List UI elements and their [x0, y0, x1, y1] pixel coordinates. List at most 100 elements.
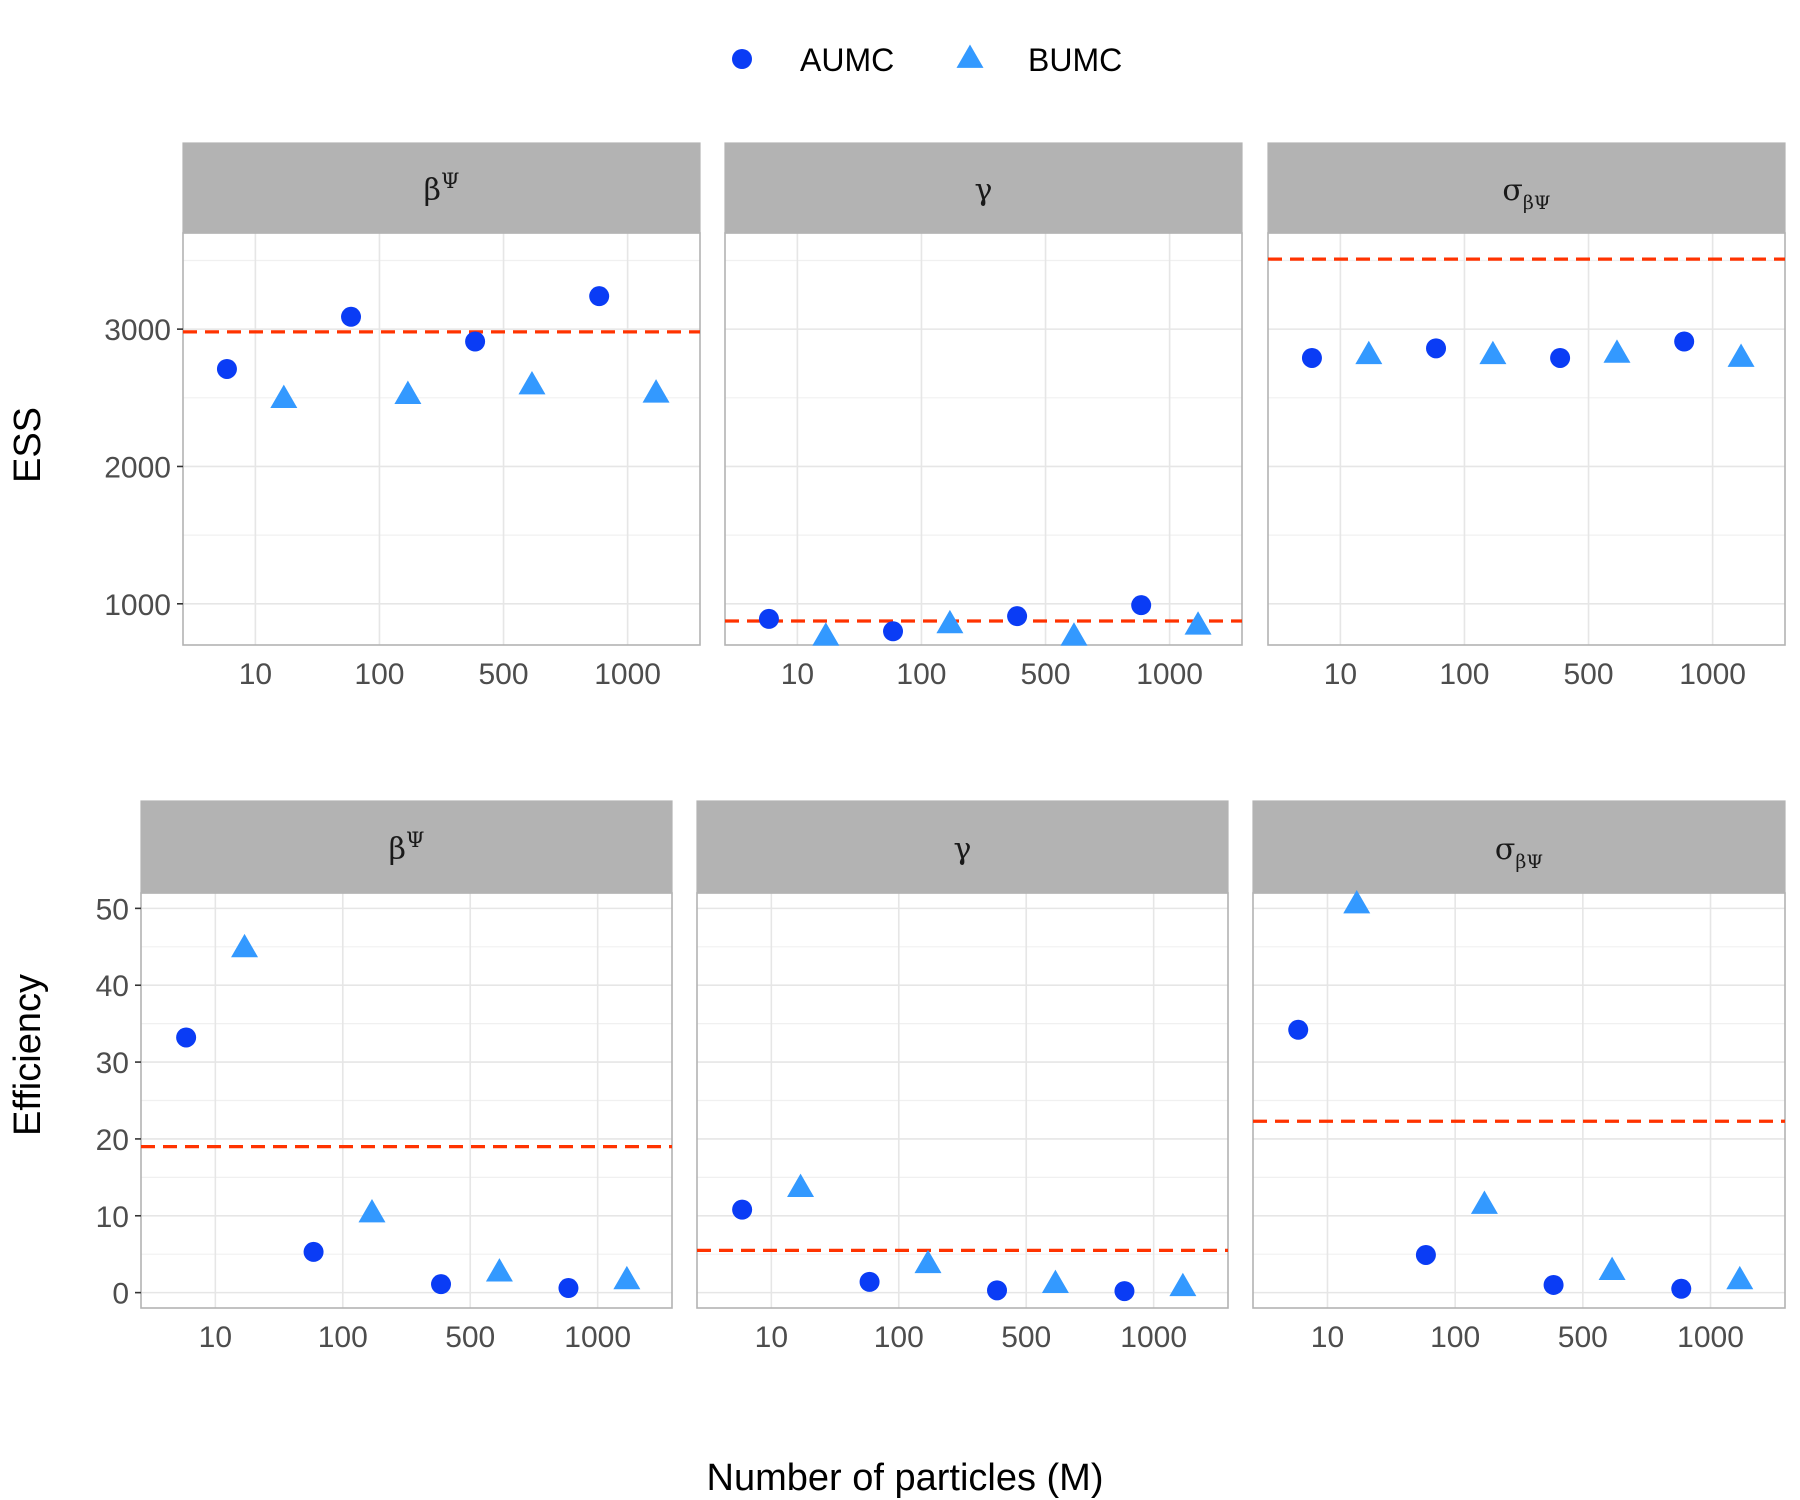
data-point-aumc [1131, 595, 1152, 616]
y-tick-label: 2000 [104, 451, 171, 484]
y-tick-label: 30 [96, 1047, 129, 1080]
data-point-aumc [1671, 1278, 1692, 1299]
data-point-bumc [1060, 622, 1088, 646]
data-point-aumc [732, 1199, 753, 1220]
data-point-aumc [1415, 1244, 1436, 1265]
data-point-bumc [812, 622, 840, 646]
y-axis-title-efficiency: Efficiency [7, 974, 49, 1136]
y-tick-label: 3000 [104, 314, 171, 347]
x-tick-label: 500 [479, 658, 529, 691]
legend-marker-bumc [956, 44, 984, 68]
x-axis-title: Number of particles (M) [707, 1457, 1104, 1499]
data-point-aumc [1301, 347, 1322, 368]
y-tick-label: 10 [96, 1201, 129, 1234]
facet-strip-label: σβΨ [1495, 832, 1543, 873]
facet-panel: βΨ 10 100 500 1000 0 10 20 30 40 50 [96, 800, 673, 1354]
x-tick-label: 1000 [1120, 1321, 1187, 1354]
x-tick-label: 100 [354, 658, 404, 691]
data-point-bumc [1343, 890, 1371, 914]
x-tick-label: 10 [239, 658, 272, 691]
chart-row-efficiency: Efficiency βΨ 10 100 500 1000 0 10 20 30 40 50 γ 10 10… [7, 800, 1786, 1354]
x-tick-label: 500 [1558, 1321, 1608, 1354]
data-point-bumc [1184, 611, 1212, 635]
panel-border [1267, 232, 1786, 646]
chart-row-ess: ESS βΨ 10 100 500 1000 1000 2000 3000 γ 10 100 500 10… [7, 142, 1786, 691]
x-tick-label: 10 [755, 1321, 788, 1354]
facet-panel: σβΨ 10 100 500 1000 [1252, 800, 1786, 1354]
facet-strip-label: γ [975, 173, 993, 208]
x-tick-label: 500 [445, 1321, 495, 1354]
facet-panel: βΨ 10 100 500 1000 1000 2000 3000 [104, 142, 701, 691]
data-point-aumc [1007, 606, 1028, 627]
data-point-bumc [1726, 1265, 1754, 1290]
legend: AUMC BUMC [732, 42, 1122, 78]
legend-label-aumc: AUMC [800, 42, 894, 78]
data-point-aumc [303, 1241, 324, 1262]
x-tick-label: 10 [1311, 1321, 1344, 1354]
x-tick-label: 10 [199, 1321, 232, 1354]
x-tick-label: 100 [896, 658, 946, 691]
data-point-bumc [1603, 339, 1631, 363]
data-point-aumc [431, 1274, 452, 1295]
facet-strip [1267, 142, 1786, 234]
data-point-aumc [558, 1278, 579, 1299]
data-point-aumc [1674, 331, 1695, 352]
data-point-bumc [642, 379, 670, 403]
data-point-aumc [216, 358, 237, 379]
data-point-aumc [859, 1271, 880, 1292]
facet-panel: γ 10 100 500 1000 [724, 142, 1243, 691]
facet-panel: γ 10 100 500 1000 [696, 800, 1229, 1354]
data-point-bumc [936, 609, 964, 634]
data-point-bumc [787, 1173, 815, 1197]
panel-border [724, 232, 1243, 646]
panel-border [182, 232, 701, 646]
data-point-aumc [987, 1280, 1008, 1301]
data-point-bumc [270, 384, 298, 409]
data-point-bumc [485, 1258, 513, 1282]
facet-strip [182, 142, 701, 234]
x-tick-label: 1000 [1679, 658, 1746, 691]
y-tick-label: 20 [96, 1124, 129, 1157]
facet-strip [724, 142, 1243, 234]
facet-strip-label: γ [954, 832, 972, 867]
x-tick-label: 500 [1564, 658, 1614, 691]
data-point-bumc [914, 1249, 942, 1274]
facet-strip-label: σβΨ [1502, 173, 1550, 214]
facet-strip [696, 800, 1229, 894]
x-tick-label: 100 [874, 1321, 924, 1354]
x-tick-label: 1000 [564, 1321, 631, 1354]
x-tick-label: 100 [1430, 1321, 1480, 1354]
y-tick-label: 50 [96, 893, 129, 926]
data-point-bumc [1598, 1256, 1626, 1280]
facet-strip-label: βΨ [389, 828, 425, 867]
x-tick-label: 1000 [594, 658, 661, 691]
data-point-bumc [613, 1265, 641, 1290]
x-tick-label: 500 [1001, 1321, 1051, 1354]
x-tick-label: 500 [1021, 658, 1071, 691]
legend-item-aumc: AUMC [732, 42, 894, 78]
legend-marker-aumc [732, 49, 752, 69]
y-tick-label: 0 [112, 1278, 129, 1311]
data-point-aumc [1543, 1274, 1564, 1295]
data-point-bumc [1041, 1269, 1069, 1294]
x-tick-label: 10 [1324, 658, 1357, 691]
legend-label-bumc: BUMC [1028, 42, 1122, 78]
facet-strip [1252, 800, 1786, 894]
y-tick-label: 1000 [104, 589, 171, 622]
data-point-bumc [1470, 1190, 1498, 1214]
data-point-aumc [1114, 1281, 1135, 1302]
data-point-aumc [758, 608, 779, 629]
legend-item-bumc: BUMC [956, 42, 1122, 78]
x-tick-label: 100 [318, 1321, 368, 1354]
data-point-bumc [518, 370, 546, 395]
data-point-bumc [394, 380, 422, 404]
data-point-bumc [1169, 1272, 1197, 1297]
facet-strip-label: βΨ [424, 169, 460, 208]
data-point-aumc [1288, 1019, 1309, 1040]
y-tick-label: 40 [96, 970, 129, 1003]
data-point-bumc [1727, 343, 1755, 367]
y-axis-title-ess: ESS [7, 407, 49, 483]
x-tick-label: 100 [1439, 658, 1489, 691]
